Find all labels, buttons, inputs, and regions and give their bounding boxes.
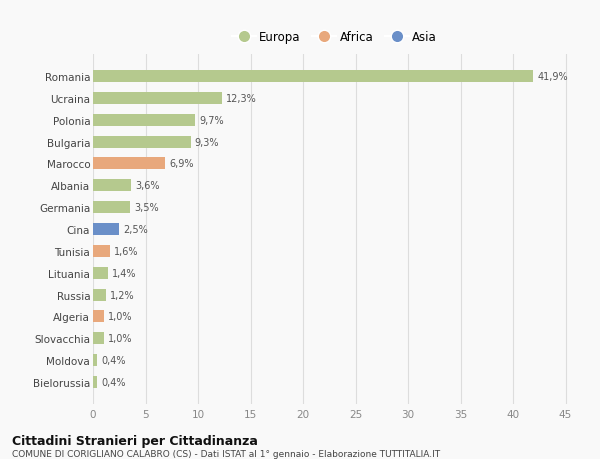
Text: 0,4%: 0,4% bbox=[101, 377, 126, 387]
Text: 12,3%: 12,3% bbox=[226, 94, 257, 104]
Bar bbox=[93, 136, 191, 148]
Bar bbox=[93, 245, 110, 257]
Text: 6,9%: 6,9% bbox=[170, 159, 194, 169]
Text: 9,3%: 9,3% bbox=[195, 137, 220, 147]
Bar bbox=[93, 93, 222, 105]
Bar bbox=[93, 354, 97, 366]
Legend: Europa, Africa, Asia: Europa, Africa, Asia bbox=[227, 26, 442, 49]
Bar bbox=[93, 267, 108, 279]
Bar bbox=[93, 71, 533, 83]
Text: 1,4%: 1,4% bbox=[112, 268, 136, 278]
Text: 3,5%: 3,5% bbox=[134, 203, 158, 213]
Bar bbox=[93, 224, 119, 235]
Text: 0,4%: 0,4% bbox=[101, 355, 126, 365]
Text: 1,6%: 1,6% bbox=[114, 246, 139, 256]
Text: 9,7%: 9,7% bbox=[199, 116, 224, 125]
Text: COMUNE DI CORIGLIANO CALABRO (CS) - Dati ISTAT al 1° gennaio - Elaborazione TUTT: COMUNE DI CORIGLIANO CALABRO (CS) - Dati… bbox=[12, 449, 440, 458]
Bar bbox=[93, 180, 131, 192]
Bar bbox=[93, 289, 106, 301]
Text: 3,6%: 3,6% bbox=[135, 181, 160, 191]
Text: 2,5%: 2,5% bbox=[124, 224, 148, 235]
Text: 1,0%: 1,0% bbox=[108, 312, 132, 322]
Bar bbox=[93, 202, 130, 214]
Bar bbox=[93, 376, 97, 388]
Text: 1,2%: 1,2% bbox=[110, 290, 134, 300]
Bar bbox=[93, 158, 166, 170]
Bar bbox=[93, 332, 104, 344]
Bar bbox=[93, 311, 104, 323]
Text: 1,0%: 1,0% bbox=[108, 334, 132, 343]
Bar bbox=[93, 115, 195, 127]
Text: Cittadini Stranieri per Cittadinanza: Cittadini Stranieri per Cittadinanza bbox=[12, 434, 258, 447]
Text: 41,9%: 41,9% bbox=[537, 72, 568, 82]
